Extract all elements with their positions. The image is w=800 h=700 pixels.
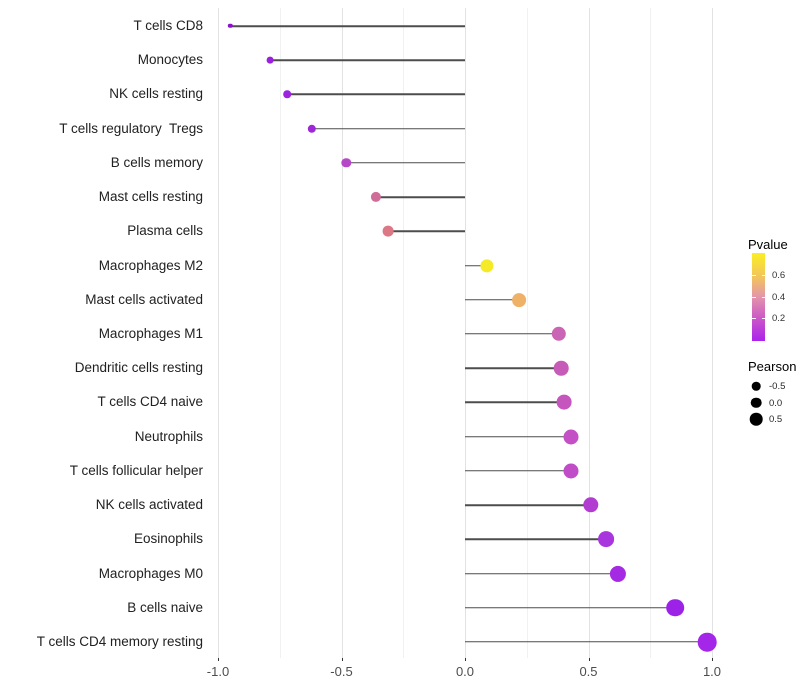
lollipop-stem	[388, 230, 465, 233]
colorbar-tick-label: 0.6	[772, 270, 786, 281]
major-gridline	[465, 8, 466, 658]
colorbar-tick	[752, 296, 756, 298]
data-point	[563, 463, 579, 479]
data-point	[697, 632, 717, 652]
colorbar-tick-label: 0.2	[772, 313, 786, 324]
lollipop-stem	[269, 59, 465, 61]
category-label: T cells CD8	[133, 18, 203, 33]
lollipop-stem	[465, 264, 488, 267]
minor-gridline	[526, 8, 528, 658]
lollipop-stem	[465, 641, 708, 643]
category-label: Macrophages M2	[98, 257, 203, 273]
lollipop-stem	[465, 572, 619, 575]
size-legend-label: 0.0	[769, 397, 783, 409]
data-point	[370, 192, 382, 203]
data-point	[583, 497, 599, 513]
data-point	[563, 429, 579, 445]
data-point	[266, 56, 274, 64]
data-point	[341, 158, 352, 168]
x-tick-label: 0.5	[579, 664, 598, 679]
data-point	[480, 258, 494, 273]
major-gridline	[218, 8, 219, 658]
data-point	[512, 292, 527, 307]
colorbar-tick	[752, 318, 756, 319]
size-legend-dot	[750, 397, 762, 408]
x-tick-mark	[465, 658, 466, 661]
data-point	[551, 326, 567, 342]
colorbar-tick	[761, 275, 765, 276]
category-label: NK cells resting	[109, 86, 203, 102]
minor-gridline	[650, 8, 652, 658]
lollipop-stem	[465, 606, 675, 609]
data-point	[383, 225, 394, 237]
colorbar-tick	[761, 296, 765, 298]
x-tick-label: 1.0	[702, 664, 722, 679]
category-label: Dendritic cells resting	[74, 360, 203, 376]
data-point	[554, 360, 569, 376]
category-label: Macrophages M1	[98, 325, 203, 341]
x-tick-label: -0.5	[330, 664, 353, 679]
lollipop-stem	[465, 538, 606, 541]
data-point	[556, 395, 572, 410]
lollipop-stem	[465, 401, 564, 404]
category-label: B cells naive	[127, 599, 203, 615]
lollipop-stem	[465, 333, 559, 335]
x-tick-mark	[218, 658, 219, 661]
x-tick-mark	[712, 658, 713, 661]
lollipop-stem	[465, 367, 562, 369]
pvalue-colorbar	[752, 253, 765, 341]
category-label: Mast cells resting	[98, 189, 203, 205]
category-label: T cells follicular helper	[69, 462, 203, 478]
minor-gridline	[403, 8, 405, 658]
category-label: Mast cells activated	[85, 291, 203, 307]
major-gridline	[712, 8, 713, 658]
category-label: T cells regulatory Tregs	[59, 120, 203, 136]
pvalue-legend-title: Pvalue	[748, 237, 788, 252]
size-legend-label: 0.5	[769, 414, 783, 426]
major-gridline	[588, 8, 590, 658]
x-tick-label: -1.0	[206, 664, 230, 679]
colorbar-tick	[761, 318, 765, 319]
pearson-legend-title: Pearson	[748, 359, 797, 374]
category-label: Eosinophils	[133, 531, 203, 547]
lollipop-stem	[230, 25, 465, 27]
colorbar-tick-label: 0.4	[772, 291, 786, 303]
size-legend-label: -0.5	[769, 381, 786, 392]
size-legend-dot	[749, 413, 763, 426]
category-label: T cells CD4 memory resting	[36, 633, 203, 649]
lollipop-stem	[465, 299, 520, 301]
lollipop-stem	[465, 470, 572, 472]
lollipop-stem	[465, 504, 591, 506]
major-gridline	[341, 8, 343, 658]
data-point	[597, 531, 614, 548]
lollipop-stem	[346, 162, 465, 164]
data-point	[228, 23, 233, 29]
category-label: NK cells activated	[95, 497, 203, 513]
lollipop-stem	[465, 435, 572, 438]
lollipop-stem	[311, 127, 465, 130]
data-point	[307, 124, 317, 133]
category-label: Plasma cells	[127, 223, 203, 239]
category-label: Neutrophils	[134, 428, 203, 444]
x-tick-mark	[341, 658, 343, 661]
lollipop-stem	[376, 196, 465, 198]
lollipop-stem	[287, 93, 465, 96]
category-label: B cells memory	[110, 154, 203, 170]
x-tick-mark	[588, 658, 590, 661]
x-tick-label: 0.0	[455, 664, 475, 679]
colorbar-tick	[752, 275, 756, 276]
minor-gridline	[279, 8, 281, 658]
data-point	[610, 565, 627, 582]
category-label: Monocytes	[137, 52, 203, 68]
data-point	[666, 598, 684, 617]
size-legend-dot	[751, 381, 761, 391]
category-label: Macrophages M0	[98, 565, 203, 581]
data-point	[283, 90, 291, 99]
category-label: T cells CD4 naive	[97, 394, 203, 410]
